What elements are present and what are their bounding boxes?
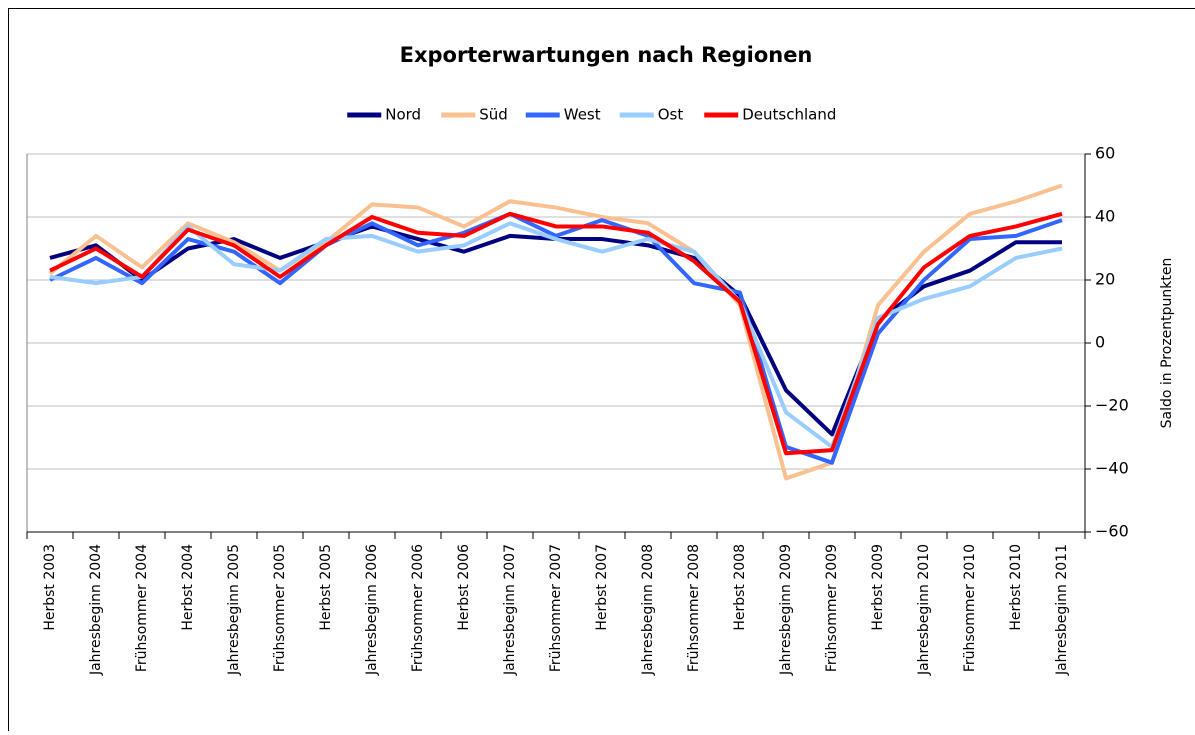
x-tick-label: Herbst 2004 — [180, 544, 196, 631]
x-tick-label: Jahresbeginn 2009 — [778, 544, 794, 676]
x-tick-label: Herbst 2009 — [870, 544, 886, 631]
y-tick-label: 40 — [1095, 207, 1115, 226]
x-tick-label: Frühsommer 2010 — [962, 544, 978, 672]
x-tick-label: Frühsommer 2006 — [410, 544, 426, 672]
y-tick-label: −40 — [1095, 459, 1129, 478]
series-line — [50, 186, 1062, 479]
x-tick-label: Jahresbeginn 2008 — [640, 544, 656, 676]
legend-label: Ost — [658, 106, 684, 124]
x-tick-label: Herbst 2010 — [1008, 544, 1024, 631]
x-tick-label: Jahresbeginn 2006 — [364, 544, 380, 676]
x-tick-label: Jahresbeginn 2007 — [502, 544, 518, 676]
x-tick-label: Frühsommer 2004 — [134, 544, 150, 672]
y-tick-label: 60 — [1095, 144, 1115, 163]
x-tick-label: Jahresbeginn 2010 — [916, 544, 932, 676]
legend-label: Süd — [479, 106, 508, 124]
x-tick-label: Frühsommer 2009 — [824, 544, 840, 672]
legend-label: Deutschland — [742, 106, 836, 124]
x-tick-label: Frühsommer 2008 — [686, 544, 702, 672]
x-tick-label: Jahresbeginn 2011 — [1054, 544, 1070, 676]
legend-label: West — [564, 106, 601, 124]
x-tick-label: Jahresbeginn 2004 — [88, 544, 104, 676]
x-tick-label: Herbst 2005 — [318, 544, 334, 631]
x-tick-label: Herbst 2006 — [456, 544, 472, 631]
chart-title: Exporterwartungen nach Regionen — [400, 43, 813, 67]
x-tick-label: Frühsommer 2005 — [272, 544, 288, 672]
series-line — [50, 214, 1062, 453]
series-line — [50, 226, 1062, 434]
legend-label: Nord — [385, 106, 421, 124]
x-tick-label: Herbst 2003 — [42, 544, 58, 631]
x-tick-label: Herbst 2008 — [732, 544, 748, 631]
series-line — [50, 214, 1062, 463]
y-tick-label: −60 — [1095, 522, 1129, 541]
x-tick-label: Frühsommer 2007 — [548, 544, 564, 672]
x-tick-label: Jahresbeginn 2005 — [226, 544, 242, 676]
x-tick-label: Herbst 2007 — [594, 544, 610, 631]
y-tick-label: 20 — [1095, 270, 1115, 289]
series-line — [50, 223, 1062, 447]
y-tick-label: 0 — [1095, 333, 1105, 352]
y-tick-label: −20 — [1095, 396, 1129, 415]
y-axis-label: Saldo in Prozentpunkten — [1159, 258, 1175, 429]
